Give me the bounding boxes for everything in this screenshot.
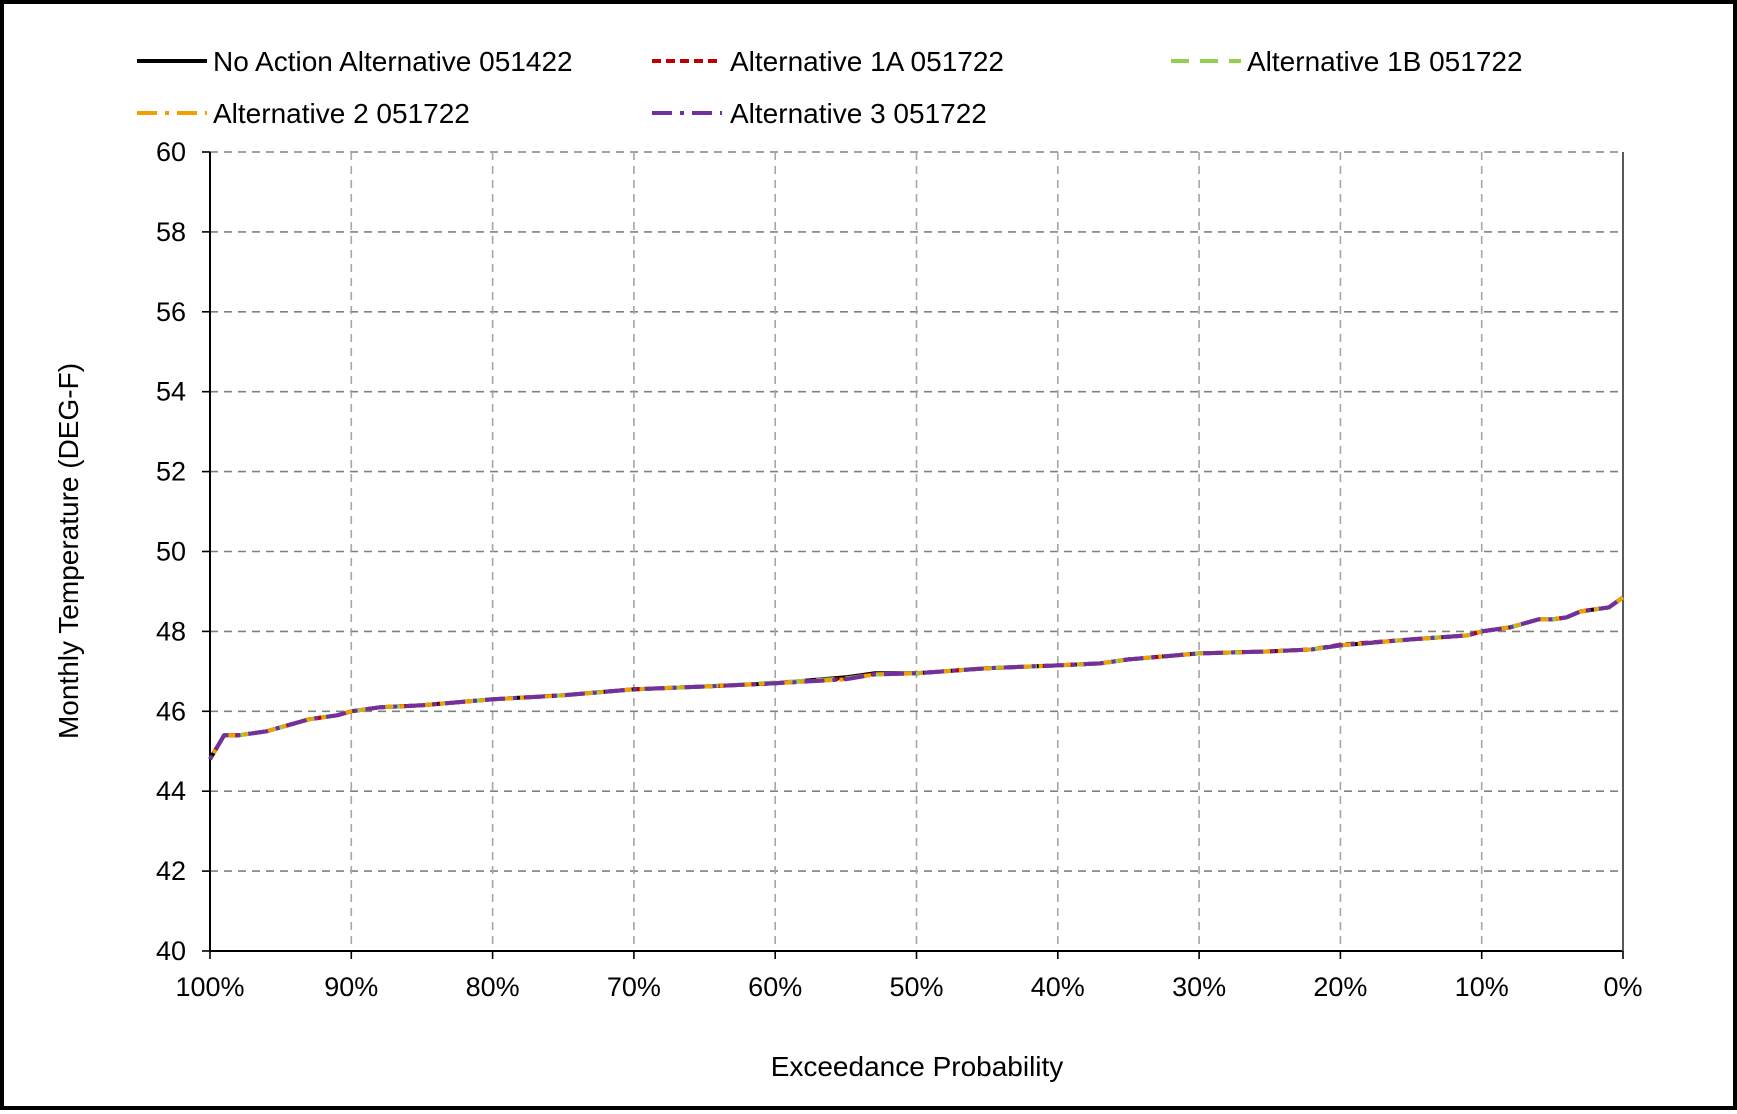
tick-labels: 40 42 44 46 48 50 52 54 56 58 60 100% 90% 80% 70% 60% 50… bbox=[156, 137, 1643, 1002]
y-tick-label: 56 bbox=[156, 297, 186, 327]
y-tick-label: 44 bbox=[156, 776, 186, 806]
legend-label: Alternative 2 051722 bbox=[213, 98, 470, 129]
legend-label: Alternative 1A 051722 bbox=[730, 46, 1004, 77]
y-tick-label: 48 bbox=[156, 616, 186, 646]
grid bbox=[202, 152, 1623, 959]
legend: No Action Alternative 051422 Alternative … bbox=[137, 46, 1523, 129]
y-tick-label: 46 bbox=[156, 696, 186, 726]
x-axis-title: Exceedance Probability bbox=[771, 1051, 1064, 1082]
y-tick-label: 40 bbox=[156, 936, 186, 966]
y-tick-label: 42 bbox=[156, 856, 186, 886]
x-tick-label: 70% bbox=[607, 972, 661, 1002]
x-tick-label: 20% bbox=[1313, 972, 1367, 1002]
y-tick-label: 58 bbox=[156, 217, 186, 247]
y-axis-title: Monthly Temperature (DEG-F) bbox=[53, 363, 84, 739]
x-tick-label: 60% bbox=[748, 972, 802, 1002]
y-tick-label: 60 bbox=[156, 137, 186, 167]
y-tick-label: 54 bbox=[156, 377, 186, 407]
legend-label: Alternative 3 051722 bbox=[730, 98, 987, 129]
legend-label: Alternative 1B 051722 bbox=[1247, 46, 1523, 77]
x-tick-label: 40% bbox=[1031, 972, 1085, 1002]
y-tick-label: 50 bbox=[156, 537, 186, 567]
x-tick-label: 10% bbox=[1455, 972, 1509, 1002]
x-tick-label: 0% bbox=[1603, 972, 1642, 1002]
x-tick-label: 100% bbox=[175, 972, 244, 1002]
legend-label: No Action Alternative 051422 bbox=[213, 46, 573, 77]
x-tick-label: 80% bbox=[466, 972, 520, 1002]
y-tick-label: 52 bbox=[156, 457, 186, 487]
x-tick-label: 90% bbox=[324, 972, 378, 1002]
exceedance-chart: No Action Alternative 051422 Alternative … bbox=[4, 4, 1737, 1114]
x-tick-label: 30% bbox=[1172, 972, 1226, 1002]
x-tick-label: 50% bbox=[889, 972, 943, 1002]
